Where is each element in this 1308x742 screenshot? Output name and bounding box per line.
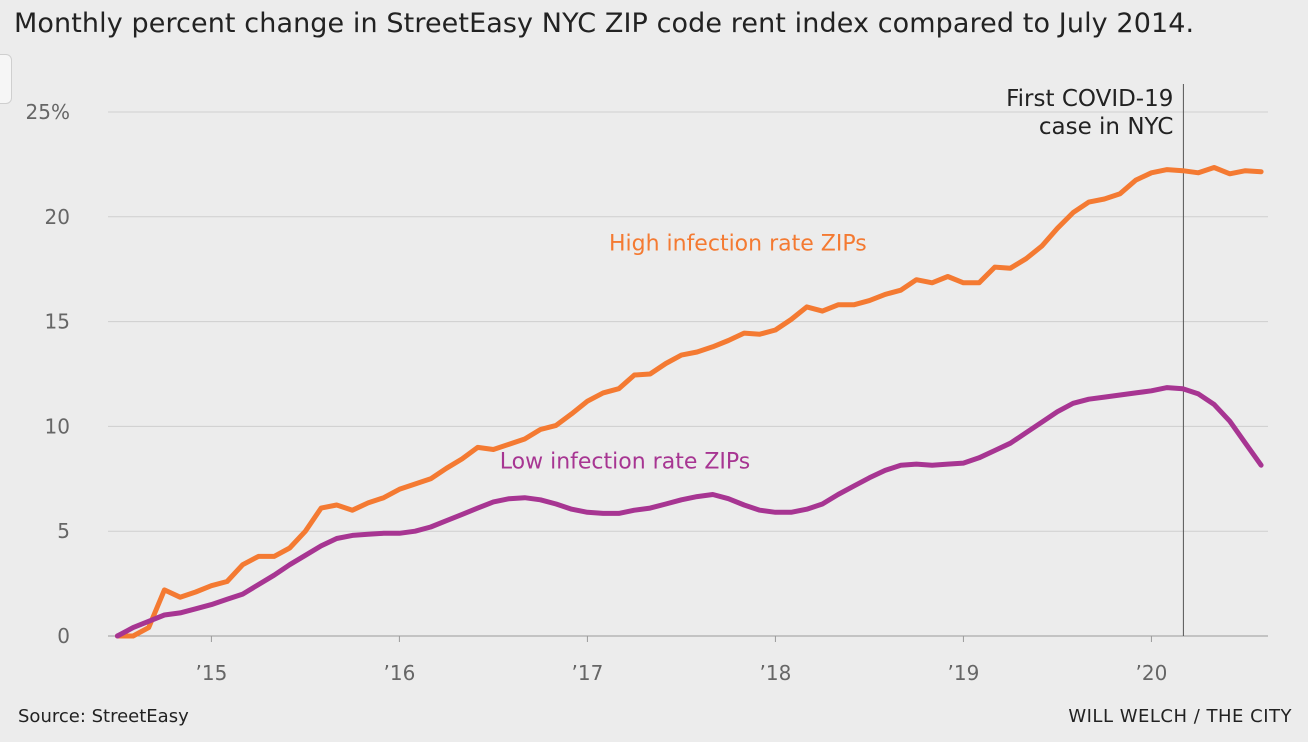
x-tick-label: ’17 <box>572 661 604 685</box>
y-tick-label: 0 <box>57 624 70 648</box>
high-infection-line <box>114 165 1264 639</box>
chart-title: Monthly percent change in StreetEasy NYC… <box>14 8 1195 39</box>
y-axis: 0 5 10 15 20 25% <box>26 100 70 648</box>
y-tick-label: 25% <box>26 100 70 124</box>
covid-annotation-line2: case in NYC <box>1039 114 1174 140</box>
x-tick-label: ’15 <box>195 661 227 685</box>
x-tick-label: ’16 <box>384 661 416 685</box>
low-infection-label: Low infection rate ZIPs <box>500 449 750 474</box>
source-note: Source: StreetEasy <box>18 706 189 727</box>
series-lines <box>114 165 1264 639</box>
credit-note: WILL WELCH / THE CITY <box>1068 706 1292 727</box>
x-tick-label: ’19 <box>948 661 980 685</box>
y-tick-label: 15 <box>45 310 70 334</box>
side-handle[interactable] <box>0 54 12 104</box>
y-tick-label: 20 <box>45 205 70 229</box>
y-tick-label: 5 <box>57 519 70 543</box>
series-labels: High infection rate ZIPs Low infection ra… <box>500 231 867 474</box>
low-infection-line <box>114 385 1264 639</box>
grid <box>108 111 1268 637</box>
high-infection-label: High infection rate ZIPs <box>609 231 867 256</box>
x-tick-label: ’20 <box>1136 661 1168 685</box>
covid-annotation-line1: First COVID-19 <box>1006 86 1173 112</box>
x-tick-label: ’18 <box>760 661 792 685</box>
y-tick-label: 10 <box>45 414 70 438</box>
x-axis: ’15 ’16 ’17 ’18 ’19 ’20 <box>195 636 1167 685</box>
